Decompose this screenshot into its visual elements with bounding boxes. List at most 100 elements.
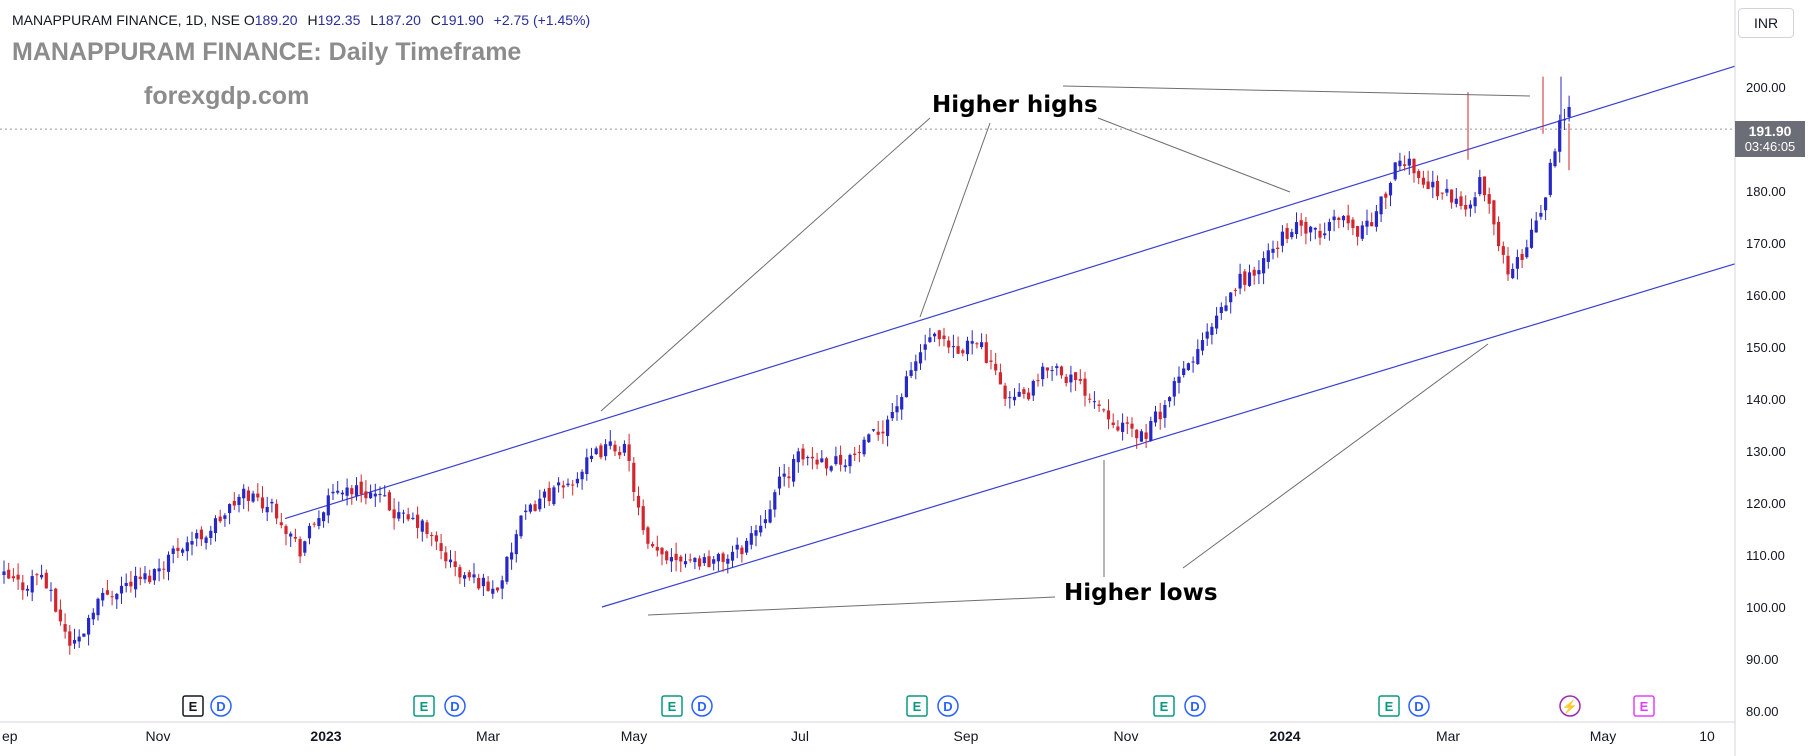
candle-body [552, 487, 556, 505]
candle-body [312, 523, 316, 525]
candle-body [777, 476, 782, 489]
candle-body [1031, 381, 1035, 396]
candle-body [641, 506, 645, 531]
candle-body [589, 455, 594, 460]
candle-body [1252, 269, 1256, 276]
candle-body [716, 553, 720, 562]
candle-body [195, 533, 199, 539]
candle-body [519, 515, 523, 537]
candle-body [1149, 421, 1153, 441]
candle-body [636, 495, 641, 508]
candle-body [683, 561, 688, 565]
time-tick-label: May [621, 728, 647, 744]
candle-body [25, 588, 30, 591]
candle-body [1186, 363, 1190, 371]
open-label: O [243, 12, 255, 28]
upper-channel-line [284, 65, 1736, 520]
candle-body [824, 458, 829, 469]
candle-body [1403, 164, 1407, 166]
candle-body [1431, 181, 1435, 188]
candle-body [448, 559, 453, 563]
time-tick-label: May [1590, 728, 1616, 744]
candle-body [11, 576, 15, 579]
earnings-marker [661, 695, 683, 717]
candle-body [895, 406, 899, 413]
currency-button[interactable]: INR [1738, 8, 1794, 38]
candle-body [1233, 289, 1237, 291]
event-marker-label: E [1160, 699, 1169, 714]
candle-body [1309, 226, 1313, 233]
lower-channel-line [601, 263, 1736, 608]
candle-body [129, 581, 133, 587]
candle-body [1017, 391, 1021, 397]
candle-body [871, 429, 876, 431]
candle-body [1182, 368, 1186, 376]
candle-body [284, 526, 288, 535]
candle-body [481, 577, 485, 587]
candle-body [787, 476, 791, 479]
candle-body [134, 575, 138, 590]
price-tick-label: 130.00 [1746, 444, 1786, 459]
candle-body [275, 503, 279, 519]
candle-body [660, 547, 664, 555]
candle-body [1200, 340, 1205, 351]
event-markers: E D E D E D E D E D E D ⚡ E [182, 695, 1655, 717]
candle-body [486, 581, 490, 591]
symbol-name[interactable]: MANAPPURAM FINANCE, 1D, NSE [12, 12, 240, 28]
earnings-marker [182, 695, 204, 717]
price-tick-label: 170.00 [1746, 236, 1786, 251]
close-label: C [430, 12, 441, 28]
event-marker-label: D [450, 699, 459, 714]
time-axis[interactable]: ep Nov 2023 Mar May Jul Sep Nov 2024 Mar May 10 [2, 728, 1715, 744]
candle-body [782, 473, 786, 477]
event-marker-label: D [1190, 699, 1199, 714]
candle-body [1092, 401, 1096, 403]
annotation-pointer [1182, 343, 1489, 569]
price-tick-label: 110.00 [1746, 548, 1785, 563]
event-marker-label: D [697, 699, 706, 714]
candle-body [881, 431, 885, 434]
candle-body [942, 335, 946, 340]
candle-body [1116, 426, 1120, 431]
candle-body [7, 569, 11, 579]
trend-channel [284, 65, 1736, 608]
candle-body [1158, 411, 1162, 420]
candle-body [1370, 222, 1374, 227]
event-marker-label: D [216, 699, 225, 714]
candle-body [1529, 229, 1534, 248]
candle-body [58, 609, 62, 622]
last-price-value: 191.90 [1748, 123, 1792, 139]
time-tick-label: Mar [1436, 728, 1460, 744]
candle-body [599, 445, 603, 458]
low-value: 187.20 [378, 12, 421, 28]
candle-body [1088, 398, 1092, 400]
candle-body [260, 497, 265, 509]
candle-body [331, 491, 335, 494]
candle-body [909, 370, 913, 376]
candle-body [524, 510, 528, 513]
candle-body [514, 534, 518, 555]
candle-body [1111, 422, 1115, 426]
candle-body [491, 588, 495, 594]
candle-body [538, 498, 542, 510]
time-tick-label: Nov [146, 728, 171, 744]
candle-body [1318, 230, 1322, 238]
candle-body [68, 631, 72, 646]
event-marker-label: ⚡ [1562, 699, 1578, 715]
candle-body [975, 343, 979, 345]
candle-body [1078, 378, 1082, 381]
event-marker-label: E [1385, 699, 1394, 714]
candle-body [1388, 182, 1393, 196]
candle-body [96, 598, 100, 616]
time-tick-label: 2023 [310, 728, 341, 744]
candle-body [1506, 255, 1510, 275]
candle-body [1003, 385, 1007, 399]
candle-body [345, 487, 349, 496]
candle-body [1407, 158, 1411, 166]
candle-body [1285, 227, 1289, 239]
candle-body [1374, 211, 1378, 227]
candle-body [1365, 220, 1369, 227]
low-label: L [370, 12, 379, 28]
candle-body [411, 517, 415, 519]
